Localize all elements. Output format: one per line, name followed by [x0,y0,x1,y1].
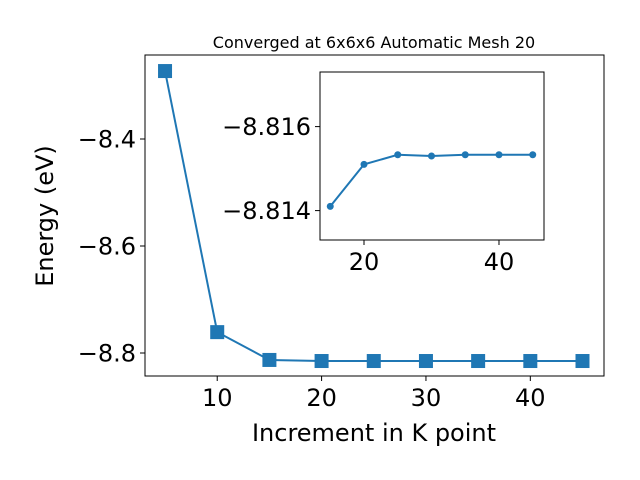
data-marker [394,151,402,159]
y-tick-label: −8.8 [78,340,136,368]
chart-title: Converged at 6x6x6 Automatic Mesh 20 [213,33,535,52]
data-marker [326,202,334,210]
data-marker [158,64,173,79]
data-marker [210,325,225,340]
y-tick-label: −8.816 [222,113,311,141]
data-marker [471,354,486,369]
data-marker [427,152,435,160]
x-tick-label: 20 [306,384,337,412]
data-marker [360,160,368,168]
x-axis-label: Increment in K point [252,419,496,447]
y-tick-label: −8.4 [78,126,136,154]
data-marker [461,151,469,159]
x-tick-label: 10 [202,384,233,412]
y-axis-label: Energy (eV) [31,145,59,287]
data-marker [366,354,381,369]
data-marker [529,151,537,159]
y-tick-label: −8.814 [222,197,311,225]
x-tick-label: 40 [515,384,546,412]
data-marker [314,354,329,369]
y-tick-label: −8.6 [78,233,136,261]
data-marker [418,354,433,369]
x-tick-label: 20 [349,248,380,276]
data-marker [523,354,538,369]
data-marker [575,354,590,369]
x-tick-label: 40 [484,248,515,276]
x-tick-label: 30 [411,384,442,412]
data-marker [262,352,277,367]
data-marker [495,151,503,159]
